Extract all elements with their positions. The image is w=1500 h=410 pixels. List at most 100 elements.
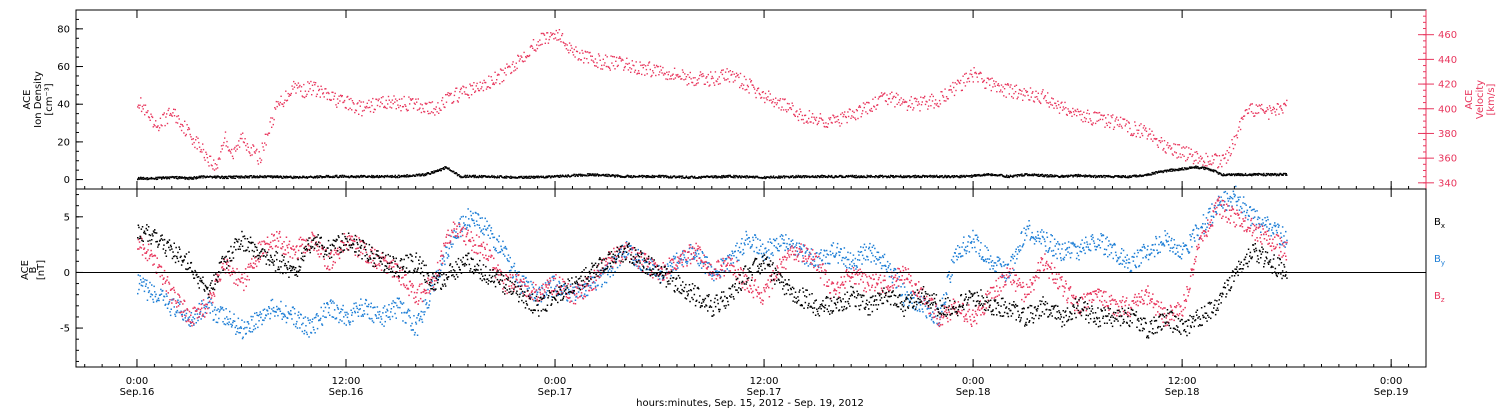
by-series-point [779, 245, 781, 248]
by-series-point [686, 262, 688, 265]
density-series-point [557, 175, 559, 177]
by-series-point [524, 283, 526, 285]
density-series-point [1064, 176, 1066, 178]
density-series-point [862, 176, 864, 179]
velocity-series-point [411, 98, 413, 101]
velocity-series-point [244, 138, 246, 140]
density-series-point [610, 175, 613, 177]
velocity-series-point [234, 146, 236, 149]
velocity-series-point [721, 69, 723, 72]
density-series-point [373, 176, 376, 179]
velocity-series-point [894, 106, 896, 108]
by-series-point [389, 318, 391, 321]
by-series-point [525, 276, 527, 279]
velocity-series-point [1148, 133, 1150, 136]
velocity-series-point [1254, 115, 1256, 117]
density-series-point [238, 175, 241, 178]
by-series-point [376, 317, 378, 319]
by-series-point [427, 288, 429, 291]
by-series-point [709, 274, 711, 276]
by-series-point [427, 306, 430, 309]
by-series-point [147, 291, 150, 294]
density-series-point [617, 174, 619, 176]
density-series-point [953, 176, 955, 178]
by-series-point [824, 262, 827, 265]
velocity-series-point [666, 78, 669, 81]
velocity-series-point [854, 117, 856, 119]
velocity-series-point [446, 93, 448, 96]
velocity-series-point [699, 71, 702, 73]
density-series-point [1265, 172, 1268, 175]
velocity-series-point [212, 168, 214, 170]
velocity-series-point [978, 72, 981, 75]
by-series-point [774, 239, 777, 242]
density-series-point [892, 175, 894, 177]
density-series-point [830, 175, 832, 178]
density-series-point [858, 175, 860, 177]
density-series-point [1074, 175, 1076, 177]
by-series-point [428, 304, 430, 306]
by-series-point [796, 250, 799, 253]
velocity-series-point [177, 115, 180, 117]
by-series-point [199, 310, 202, 313]
velocity-series-point [788, 103, 790, 105]
by-series-point [516, 272, 518, 275]
by-series-point [479, 217, 482, 219]
density-series-point [1158, 170, 1160, 172]
velocity-series-point [310, 80, 312, 83]
density-series-point [442, 168, 444, 170]
velocity-series-point [214, 163, 216, 165]
by-series-point [162, 299, 165, 301]
by-series-point [412, 329, 414, 331]
velocity-series-point [816, 123, 818, 126]
density-series-point [285, 175, 288, 177]
density-series-point [1064, 175, 1066, 177]
velocity-series-point [1041, 91, 1043, 93]
density-series-point [1027, 174, 1029, 177]
density-series-point [1165, 171, 1168, 173]
density-series-point [1204, 168, 1206, 171]
velocity-series-point [686, 84, 688, 86]
velocity-series-point [158, 129, 160, 132]
velocity-series-point [431, 101, 434, 103]
density-series-point [926, 175, 928, 177]
by-series-point [735, 245, 737, 247]
density-series-point [595, 175, 597, 177]
density-series-point [928, 175, 931, 178]
by-series-point [422, 311, 424, 313]
velocity-series-point [417, 98, 419, 100]
velocity-series-point [409, 98, 412, 100]
density-series-point [146, 177, 149, 179]
density-series-point [1051, 176, 1053, 178]
by-series-point [341, 320, 343, 322]
by-series-point [313, 329, 315, 331]
velocity-series-point [369, 106, 371, 109]
velocity-series-point [602, 58, 604, 60]
density-series-point [274, 175, 276, 178]
velocity-series-point [1145, 127, 1147, 129]
velocity-series-point [1044, 95, 1047, 97]
velocity-series-point [434, 108, 437, 111]
density-series-point [439, 169, 441, 172]
by-series-point [361, 304, 363, 306]
velocity-series-point [318, 88, 321, 91]
velocity-series-point [614, 68, 616, 70]
velocity-series-point [154, 125, 156, 127]
velocity-series-point [453, 94, 456, 97]
density-series-point [790, 176, 793, 178]
velocity-series-point [1165, 152, 1167, 154]
density-series-point [891, 175, 893, 177]
by-series-point [143, 281, 145, 283]
density-series-point [1094, 174, 1096, 177]
density-series-point [192, 177, 194, 179]
velocity-series-point [676, 75, 678, 77]
velocity-series-point [416, 109, 419, 111]
velocity-series-point [195, 139, 197, 141]
density-series-point [760, 176, 763, 179]
velocity-series-point [507, 66, 509, 69]
velocity-series-point [410, 99, 412, 101]
velocity-series-point [1140, 123, 1142, 125]
by-series-point [482, 228, 485, 230]
velocity-series-point [1027, 94, 1029, 97]
